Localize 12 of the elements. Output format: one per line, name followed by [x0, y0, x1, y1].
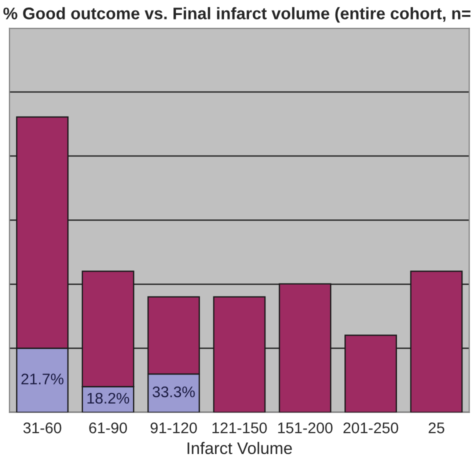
- annotation: 21.7%: [21, 374, 64, 384]
- x-tick-label: 201-250: [343, 422, 398, 434]
- x-tick-label: 25: [428, 422, 444, 434]
- x-tick-label: 121-150: [212, 422, 267, 434]
- annotation: 18.2%: [88, 392, 130, 404]
- annotation: 33.3%: [152, 386, 195, 398]
- x-tick-label: 91-120: [150, 422, 197, 434]
- x-tick-label: 61-90: [89, 422, 127, 434]
- x-tick-label: 31-60: [23, 422, 62, 434]
- x-tick-label: 151-200: [278, 422, 332, 434]
- chart-title: % Good outcome vs. Final infarct volume (entire cohort, n=: [3, 7, 470, 23]
- x-axis-title: Infarct Volume: [188, 442, 292, 454]
